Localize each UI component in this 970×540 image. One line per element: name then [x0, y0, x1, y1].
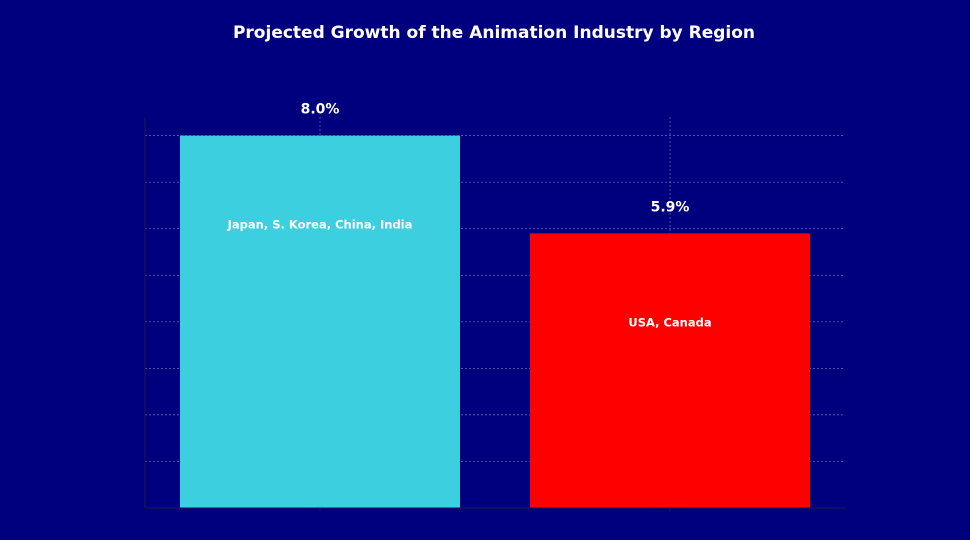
- labels-layer: 8.0% Japan, S. Korea, China, India 5.9% USA…: [227, 102, 712, 330]
- bars-layer: [180, 135, 810, 508]
- bar-category-label: Japan, S. Korea, China, India: [227, 218, 413, 232]
- bar: [180, 135, 460, 508]
- bar-value-label: 5.9%: [651, 199, 690, 215]
- bar-value-label: 8.0%: [301, 102, 340, 118]
- bar: [530, 233, 810, 508]
- bar-category-label: USA, Canada: [628, 315, 711, 329]
- chart-title: Projected Growth of the Animation Indust…: [233, 23, 755, 43]
